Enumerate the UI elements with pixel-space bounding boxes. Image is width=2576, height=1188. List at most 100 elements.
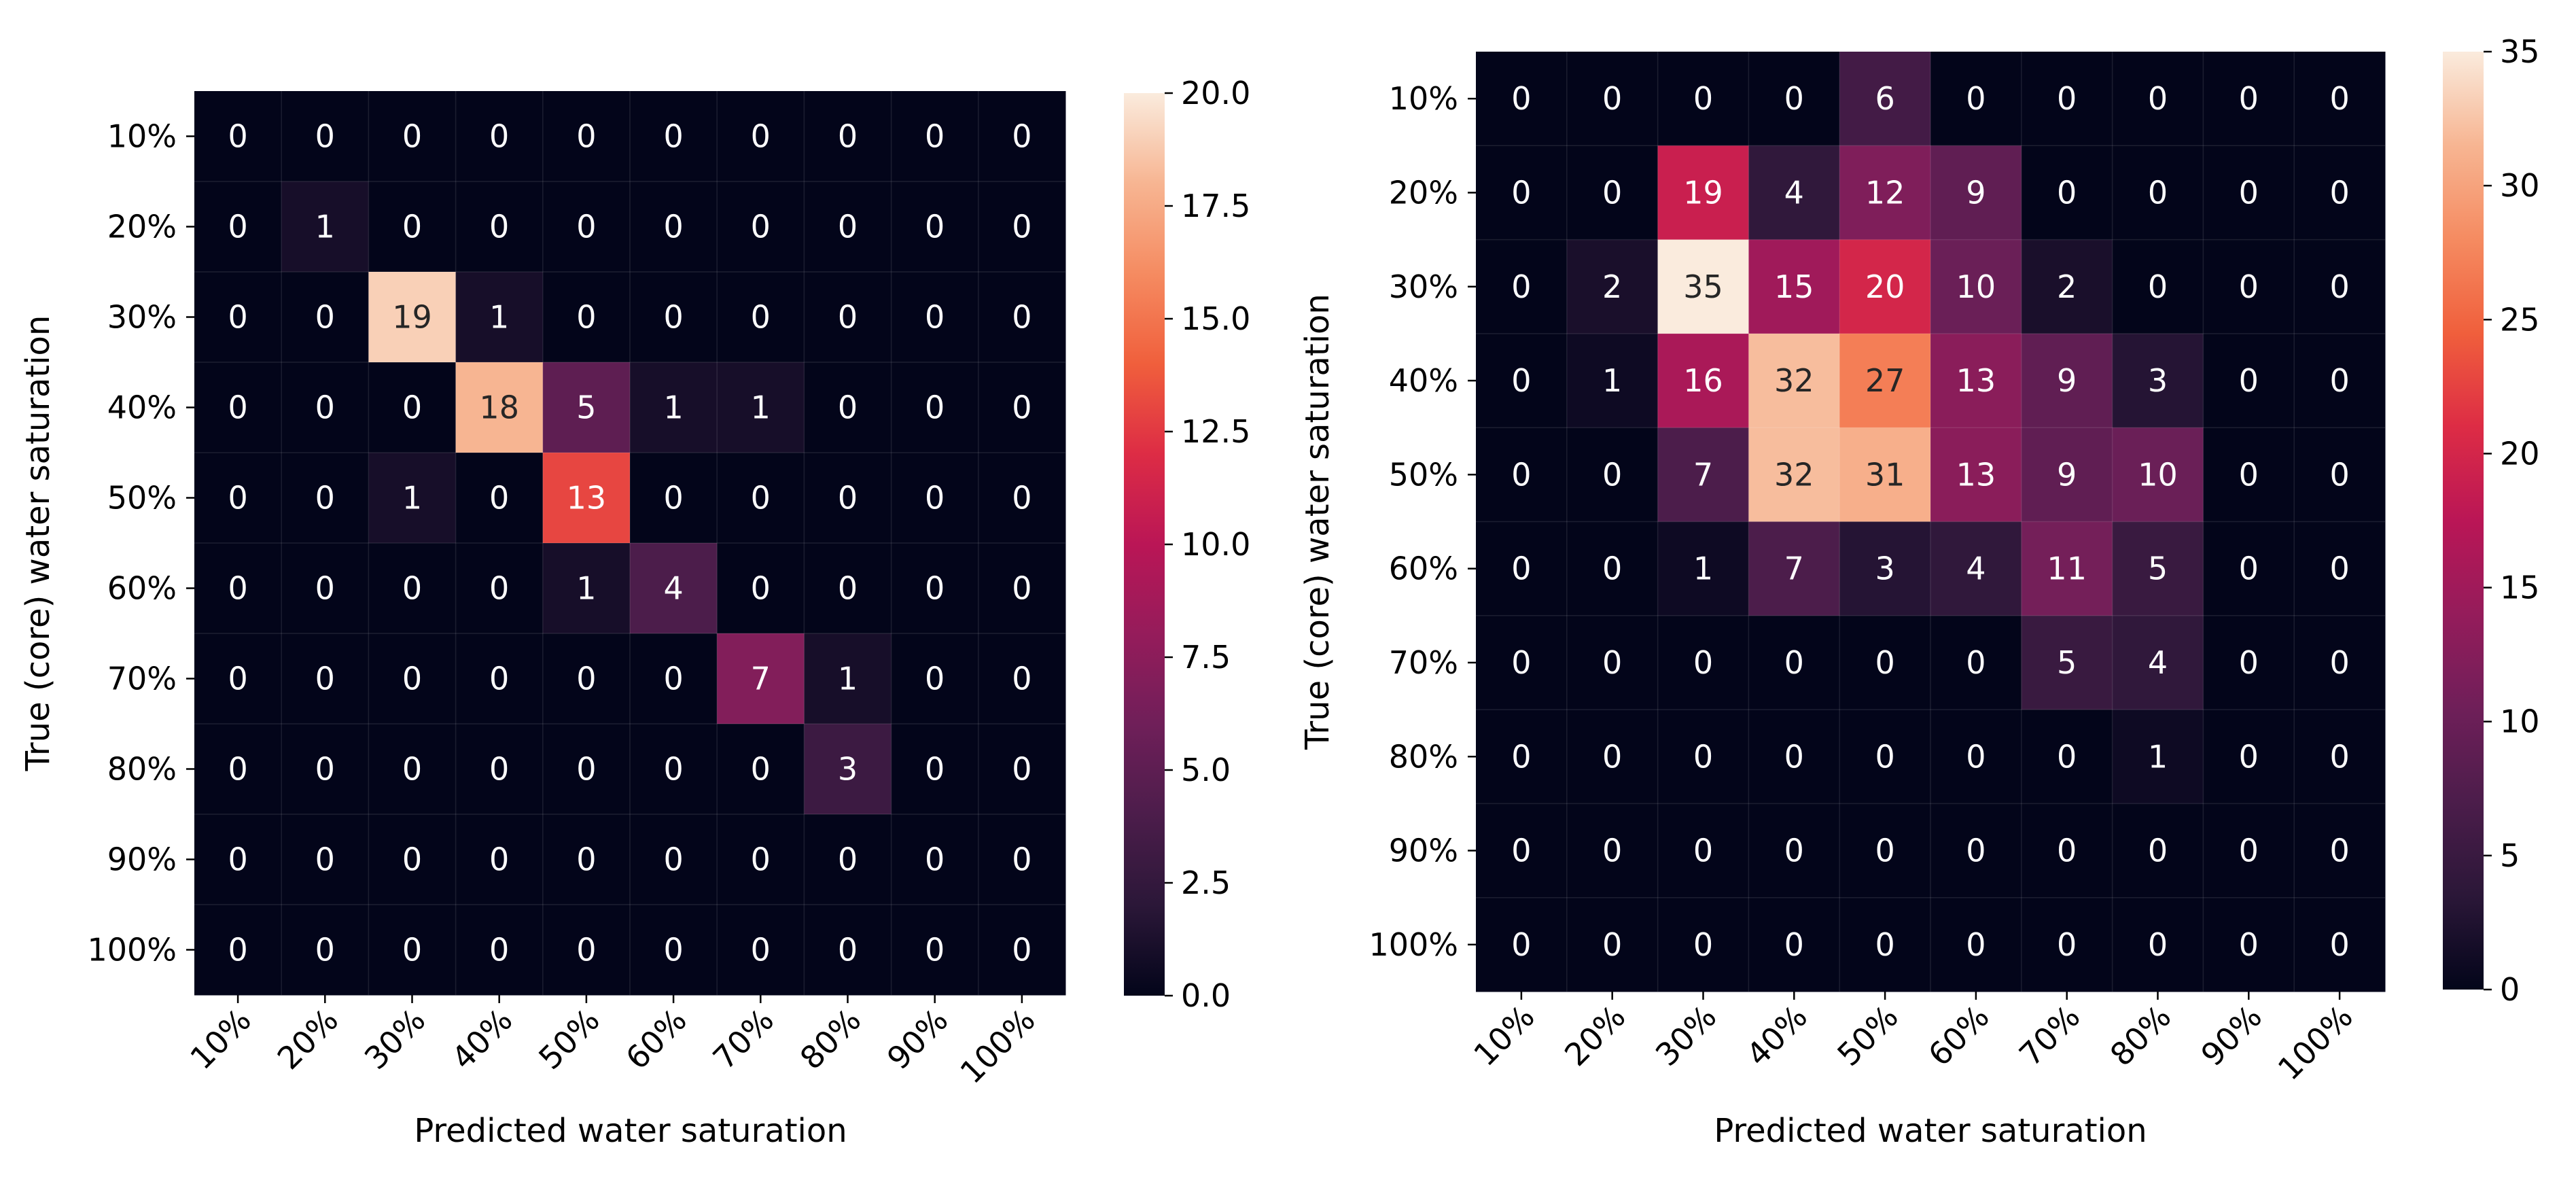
x-tick-label: 20% (1557, 998, 1632, 1073)
heatmap-cell (2112, 521, 2204, 616)
cell-value-label: 0 (228, 118, 247, 155)
heatmap-cell (717, 905, 805, 996)
cell-value-label: 0 (1602, 833, 1622, 869)
cell-value-label: 0 (663, 118, 683, 155)
cell-value-label: 1 (663, 389, 683, 426)
cell-value-label: 2 (1602, 268, 1622, 305)
cell-value-label: 0 (1012, 389, 1031, 426)
heatmap-cell (368, 453, 457, 544)
cell-value-label: 5 (576, 389, 596, 426)
cell-value-label: 0 (663, 751, 683, 788)
colorbar-tick-label: 15 (2500, 570, 2540, 606)
heatmap-cell (804, 181, 892, 273)
cell-value-label: 0 (2239, 456, 2259, 493)
cell-value-label: 4 (1784, 174, 1804, 211)
heatmap-cell (1748, 521, 1840, 616)
heatmap-cell (1839, 52, 1931, 146)
heatmap-cell (2021, 521, 2113, 616)
cell-value-label: 0 (2329, 551, 2349, 587)
heatmap-cell (717, 543, 805, 634)
heatmap-cell (1839, 710, 1931, 804)
heatmap-cell (455, 543, 544, 634)
cell-value-label: 0 (2239, 833, 2259, 869)
heatmap-cell (717, 91, 805, 182)
heatmap-cell (2203, 897, 2295, 992)
heatmap-cell (1566, 897, 1659, 992)
heatmap-cell (2021, 52, 2113, 146)
heatmap-cell (281, 91, 369, 182)
cell-value-label: 0 (576, 751, 596, 788)
heatmap-cell (2294, 710, 2386, 804)
cell-value-label: 0 (1012, 299, 1031, 336)
heatmap-cell (630, 633, 718, 724)
heatmap-cell (630, 181, 718, 273)
cell-value-label: 0 (925, 389, 945, 426)
cell-value-label: 0 (1012, 932, 1031, 968)
cell-value-label: 0 (576, 932, 596, 968)
cell-value-label: 0 (2057, 833, 2077, 869)
colorbar-tick-label: 20.0 (1181, 75, 1250, 111)
heatmap-cell (2203, 52, 2295, 146)
cell-value-label: 0 (315, 570, 335, 607)
cell-value-label: 1 (2148, 738, 2168, 775)
heatmap-cell (1566, 239, 1659, 334)
heatmap-cell (1657, 521, 1749, 616)
cell-value-label: 0 (489, 570, 509, 607)
heatmap-cell (2203, 145, 2295, 241)
y-tick-label: 10% (1389, 80, 1458, 117)
cell-value-label: 0 (2148, 833, 2168, 869)
cell-value-label: 0 (2329, 738, 2349, 775)
cell-value-label: 10 (1956, 268, 1996, 305)
heatmap-cell (1839, 145, 1931, 241)
heatmap-cell (2021, 145, 2113, 241)
cell-value-label: 3 (2148, 362, 2168, 399)
heatmap-cell (194, 362, 282, 453)
heatmap-cell (1930, 710, 2022, 804)
cell-value-label: 0 (2329, 644, 2349, 681)
colorbar-gradient (2443, 52, 2484, 990)
cell-value-label: 0 (2148, 268, 2168, 305)
cell-value-label: 12 (1865, 174, 1905, 211)
heatmap-cell (978, 453, 1066, 544)
heatmap-cell (717, 453, 805, 544)
cell-value-label: 0 (1012, 118, 1031, 155)
cell-value-label: 0 (751, 751, 771, 788)
cell-value-label: 0 (402, 570, 422, 607)
heatmap-cell (1476, 52, 1568, 146)
x-tick-label: 80% (2103, 998, 2178, 1073)
cell-value-label: 0 (1012, 841, 1031, 878)
heatmap-cell (804, 362, 892, 453)
heatmap-cell (978, 181, 1066, 273)
heatmap-cell (368, 362, 457, 453)
cell-value-label: 0 (2148, 80, 2168, 117)
x-axis-label: Predicted water saturation (1714, 1112, 2147, 1150)
cell-value-label: 0 (663, 299, 683, 336)
heatmap-cell (1748, 427, 1840, 522)
cell-value-label: 0 (1511, 738, 1531, 775)
heatmap-cell (1657, 145, 1749, 241)
colorbar-tick-label: 12.5 (1181, 413, 1250, 450)
heatmap-cell (1930, 897, 2022, 992)
heatmap-cell (2203, 710, 2295, 804)
heatmap-cell (1657, 427, 1749, 522)
cell-value-label: 0 (1875, 833, 1894, 869)
heatmap-cell (542, 181, 631, 273)
y-tick-label: 20% (107, 209, 177, 245)
heatmap-cell (1566, 803, 1659, 898)
cell-value-label: 0 (2239, 174, 2259, 211)
heatmap-cell (1476, 897, 1568, 992)
heatmap-cell (1748, 803, 1840, 898)
cell-value-label: 0 (1784, 738, 1804, 775)
x-tick-label: 30% (1648, 998, 1723, 1073)
cell-value-label: 0 (576, 661, 596, 697)
colorbar-tick-label: 30 (2500, 167, 2540, 204)
cell-value-label: 0 (576, 118, 596, 155)
cell-value-label: 0 (2239, 362, 2259, 399)
cell-value-label: 0 (1966, 644, 1986, 681)
y-tick-label: 90% (107, 841, 177, 878)
cell-value-label: 0 (576, 299, 596, 336)
cell-value-label: 7 (1784, 551, 1804, 587)
heatmap-cell (542, 814, 631, 905)
heatmap-cell (1748, 897, 1840, 992)
heatmap-cell (1566, 521, 1659, 616)
